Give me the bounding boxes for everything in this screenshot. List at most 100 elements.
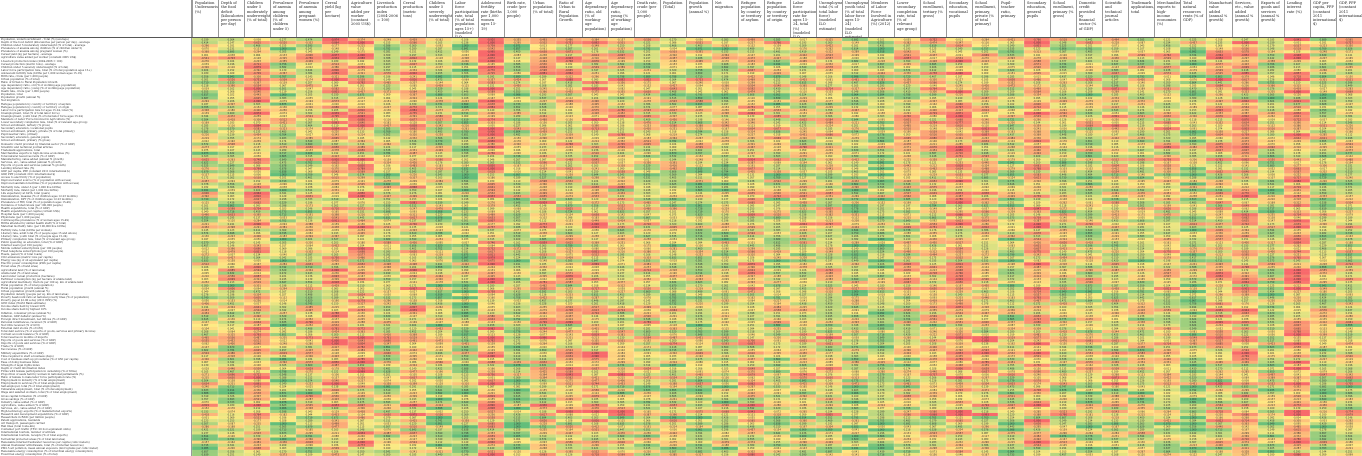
heatmap-cell: [1076, 41, 1103, 45]
heatmap-cell: [738, 65, 765, 70]
cell-value-label: 0.700: [1346, 63, 1353, 66]
heatmap-cell: [478, 38, 505, 42]
cell-value-label: -0.801: [1033, 45, 1041, 48]
cell-value-label: -1.000: [1033, 41, 1041, 44]
row-label: Research and development expenditure (% …: [1, 413, 191, 416]
heatmap-cell: [738, 71, 765, 76]
cell-value-label: 0.710: [696, 75, 703, 78]
cell-value-label: 0.974: [1190, 75, 1197, 78]
heatmap-cell: [348, 47, 375, 51]
cell-value-label: 0.180: [202, 72, 209, 75]
heatmap-cell: [1180, 47, 1207, 51]
cell-value-label: 0.121: [1164, 38, 1171, 41]
cell-value-label: 0.040: [1190, 57, 1197, 60]
row-label: Internet users (per 100 people): [1, 244, 191, 247]
cell-value-label: -0.653: [1215, 51, 1223, 54]
cell-value-label: 0.727: [1138, 63, 1145, 66]
cell-value-label: -0.289: [851, 51, 859, 54]
heatmap-cell: [1232, 44, 1259, 48]
heatmap-cell: [244, 74, 271, 79]
cell-value-label: -0.892: [591, 41, 599, 44]
row-label: Poverty headcount ratio at national pove…: [1, 296, 191, 299]
heatmap-cell: [270, 77, 297, 82]
row-label: Trademark applications, total: [1, 149, 191, 152]
column-header: Trademark applications, total: [1128, 0, 1154, 38]
heatmap-cell: [712, 41, 739, 45]
heatmap-cell: [348, 41, 375, 45]
cell-value-label: 0.226: [1268, 78, 1275, 81]
heatmap-cell: [712, 62, 739, 66]
cell-value-label: 0.404: [202, 69, 209, 72]
column-header: Ratio of Urban to Rural Population Growt…: [556, 0, 582, 38]
heatmap-cell: [192, 56, 219, 60]
heatmap-cell: [1232, 74, 1259, 79]
column-header: Children under 5 severely underweight (%…: [426, 0, 452, 38]
cell-value-label: 0.726: [644, 63, 651, 66]
heatmap-cell: [1284, 62, 1311, 66]
cell-value-label: -0.530: [539, 63, 547, 66]
cell-value-label: 0.008: [1164, 78, 1171, 81]
heatmap-cell: [816, 41, 843, 45]
heatmap-cell: [1232, 47, 1259, 51]
column-header: Death rate, crude (per 1,000 people): [634, 0, 660, 38]
heatmap-cell: [1206, 71, 1233, 76]
cell-value-label: -0.598: [539, 69, 547, 72]
heatmap-cell: [998, 74, 1025, 79]
heatmap-cell: [608, 71, 635, 76]
row-label: Foreign direct investment, net inflows (…: [1, 318, 191, 321]
heatmap-cell: [1336, 59, 1362, 63]
cell-value-label: -1.000: [1215, 78, 1223, 81]
heatmap-cell: [296, 56, 323, 60]
cell-value-label: 0.364: [670, 78, 677, 81]
heatmap-cell: [764, 50, 791, 54]
cell-value-label: -0.751: [565, 41, 573, 44]
cell-value-label: 0.890: [514, 75, 521, 78]
cell-value-label: -0.071: [669, 66, 677, 69]
heatmap-cell: [1102, 68, 1129, 73]
cell-value-label: 0.841: [462, 48, 469, 51]
row-label: Members of Labor Force Involved in Agric…: [1, 118, 191, 121]
cell-value-label: -1.000: [357, 54, 365, 57]
heatmap-cell: [244, 77, 271, 82]
heatmap-cell: [1180, 77, 1207, 82]
cell-value-label: 0.412: [436, 51, 443, 54]
column-header: Manufacturing, value added (annual % gro…: [1206, 0, 1232, 38]
cell-value-label: 0.793: [1138, 75, 1145, 78]
row-label: Net migration: [1, 99, 191, 102]
cell-value-label: 0.444: [306, 69, 313, 72]
cell-value-label: 0.334: [1164, 41, 1171, 44]
heatmap-cell: [790, 47, 817, 51]
heatmap-cell: [478, 50, 505, 54]
cell-value-label: 0.431: [878, 66, 885, 69]
row-label: Health expenditure per capita (current U…: [1, 210, 191, 213]
heatmap-cell: [1128, 77, 1155, 82]
cell-value-label: 0.249: [332, 51, 339, 54]
heatmap-cell: [946, 44, 973, 48]
heatmap-cell: [634, 62, 661, 66]
cell-value-label: -0.444: [877, 72, 885, 75]
cell-value-label: 0.407: [1294, 63, 1301, 66]
heatmap-cell: [322, 81, 349, 85]
row-label: Scientific and technical journal article…: [1, 146, 191, 149]
heatmap-cell: [634, 71, 661, 76]
heatmap-cell: [1102, 74, 1129, 79]
cell-value-label: -0.334: [409, 69, 417, 72]
cell-value-label: 0.180: [332, 60, 339, 63]
heatmap-cell: [478, 47, 505, 51]
heatmap-cell: [270, 68, 297, 73]
cell-value-label: -0.061: [539, 48, 547, 51]
heatmap-cell: [608, 44, 635, 48]
heatmap-cell: [244, 50, 271, 54]
heatmap-cell: [244, 38, 271, 42]
heatmap-cell: [660, 50, 687, 54]
row-label: Rural population (% of total population): [1, 284, 191, 287]
row-label: Imports of goods and services (% of GDP): [1, 342, 191, 345]
heatmap-cell: [1050, 65, 1077, 70]
heatmap-cell: [296, 77, 323, 82]
cell-value-label: 0.033: [696, 63, 703, 66]
row-label: Population, undernourishment - Total (%)…: [1, 38, 191, 41]
cell-value-label: -0.502: [539, 41, 547, 44]
cell-value-label: -0.403: [1241, 63, 1249, 66]
cell-value-label: -0.330: [903, 72, 911, 75]
heatmap-cell: [1024, 53, 1051, 57]
